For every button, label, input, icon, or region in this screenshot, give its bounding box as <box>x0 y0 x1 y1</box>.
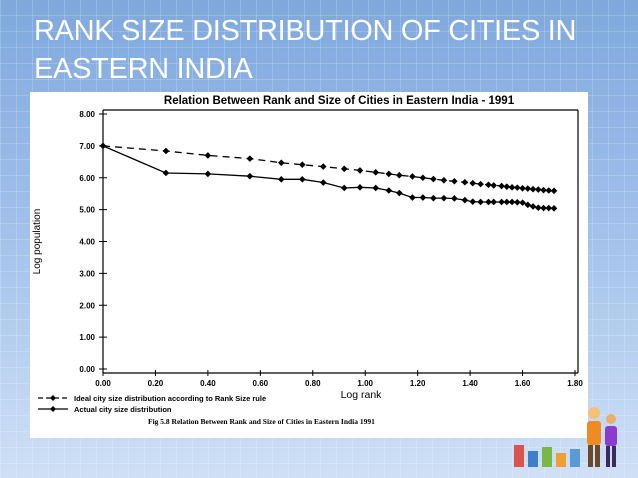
actual-data-point <box>519 199 526 206</box>
ideal-data-point <box>204 152 212 159</box>
actual-data-point <box>461 196 469 204</box>
actual-data-point <box>514 198 521 206</box>
ideal-data-point <box>508 184 516 191</box>
actual-data-point <box>204 170 212 178</box>
actual-data-point <box>246 172 254 180</box>
figure-caption: Fig 5.8 Relation Between Rank and Size o… <box>148 417 375 426</box>
actual-data-point <box>99 142 107 150</box>
x-tick-label: 1.80 <box>567 379 583 388</box>
actual-data-point <box>545 204 553 212</box>
y-tick-label: 5.00 <box>79 206 95 215</box>
people-figures-icon <box>514 407 617 467</box>
ideal-data-point <box>246 155 254 162</box>
actual-data-point <box>550 205 558 212</box>
x-axis-label: Log rank <box>341 389 383 401</box>
x-tick-label: 0.40 <box>200 379 216 388</box>
ideal-data-point <box>356 167 364 174</box>
actual-data-point <box>419 194 427 201</box>
rank-size-line-chart: Relation Between Rank and Size of Cities… <box>32 95 583 426</box>
ideal-data-point <box>524 185 532 192</box>
ideal-data-point <box>461 178 469 186</box>
ideal-data-point <box>372 169 380 176</box>
y-tick-label: 3.00 <box>79 269 95 278</box>
slide-title: RANK SIZE DISTRIBUTION OF CITIES IN EAST… <box>34 15 577 85</box>
x-tick-label: 1.00 <box>357 379 373 388</box>
legend-marker <box>50 395 56 401</box>
actual-data-point <box>469 198 477 205</box>
actual-data-point <box>498 198 505 206</box>
ideal-data-point <box>519 184 526 192</box>
actual-data-point <box>396 189 403 197</box>
actual-data-point <box>409 194 416 201</box>
ideal-data-point <box>550 187 558 195</box>
y-tick-label: 1.00 <box>79 333 95 342</box>
ideal-data-point <box>430 175 437 183</box>
x-tick-label: 0.20 <box>148 379 164 388</box>
ideal-data-point <box>319 163 327 170</box>
actual-data-point <box>278 176 285 183</box>
y-tick-label: 0.00 <box>79 365 95 374</box>
ideal-data-point <box>514 184 521 191</box>
y-tick-label: 6.00 <box>79 174 95 183</box>
ideal-data-point <box>485 181 492 189</box>
actual-data-point <box>524 201 532 209</box>
x-tick-label: 0.80 <box>305 379 321 388</box>
legend-entry-label: Actual city size distribution <box>74 405 172 414</box>
legend-marker <box>50 406 56 412</box>
actual-data-point <box>503 198 511 206</box>
ideal-data-point <box>534 186 542 193</box>
legend-entry-label: Ideal city size distribution according t… <box>74 394 266 403</box>
x-tick-label: 0.00 <box>95 379 111 388</box>
x-tick-label: 1.60 <box>515 379 531 388</box>
x-tick-label: 1.40 <box>462 379 478 388</box>
ideal-data-point <box>396 171 403 179</box>
chart-title: Relation Between Rank and Size of Cities… <box>164 95 515 107</box>
ideal-data-point <box>498 182 505 190</box>
ideal-data-point <box>529 185 537 193</box>
ideal-data-point <box>298 161 306 168</box>
actual-data-point <box>485 198 492 206</box>
ideal-data-point <box>278 159 285 167</box>
actual-data-point <box>372 184 380 192</box>
actual-data-point <box>430 194 437 202</box>
actual-data-point <box>356 184 364 191</box>
ideal-data-point <box>490 182 498 189</box>
actual-data-point <box>340 184 348 192</box>
actual-data-point <box>529 203 537 210</box>
ideal-data-point <box>545 187 553 194</box>
y-tick-label: 4.00 <box>79 238 95 247</box>
actual-data-point <box>298 176 306 183</box>
y-tick-label: 8.00 <box>79 110 95 119</box>
ideal-data-point <box>451 177 458 185</box>
y-tick-label: 7.00 <box>79 142 95 151</box>
chart-figure-panel: Relation Between Rank and Size of Cities… <box>30 92 588 438</box>
actual-series-line <box>102 145 555 209</box>
ideal-data-point <box>477 180 484 188</box>
x-tick-label: 0.60 <box>253 379 269 388</box>
ideal-data-point <box>419 174 427 182</box>
actual-data-point <box>440 194 448 202</box>
actual-data-point <box>319 179 327 186</box>
ideal-data-point <box>469 179 477 187</box>
x-tick-label: 1.20 <box>410 379 426 388</box>
actual-data-point <box>508 198 516 206</box>
ideal-data-point <box>340 165 348 173</box>
actual-data-point <box>385 187 393 194</box>
ideal-data-point <box>409 173 416 180</box>
ideal-data-point <box>440 177 448 184</box>
actual-data-point <box>534 204 542 212</box>
ideal-data-point <box>385 170 393 178</box>
y-axis-label: Log population <box>32 209 43 275</box>
actual-data-point <box>490 198 498 206</box>
y-tick-label: 2.00 <box>79 301 95 310</box>
actual-data-point <box>162 169 170 177</box>
actual-data-point <box>477 198 484 206</box>
actual-data-point <box>451 195 458 202</box>
ideal-data-point <box>503 183 511 190</box>
ideal-data-point <box>162 147 170 155</box>
